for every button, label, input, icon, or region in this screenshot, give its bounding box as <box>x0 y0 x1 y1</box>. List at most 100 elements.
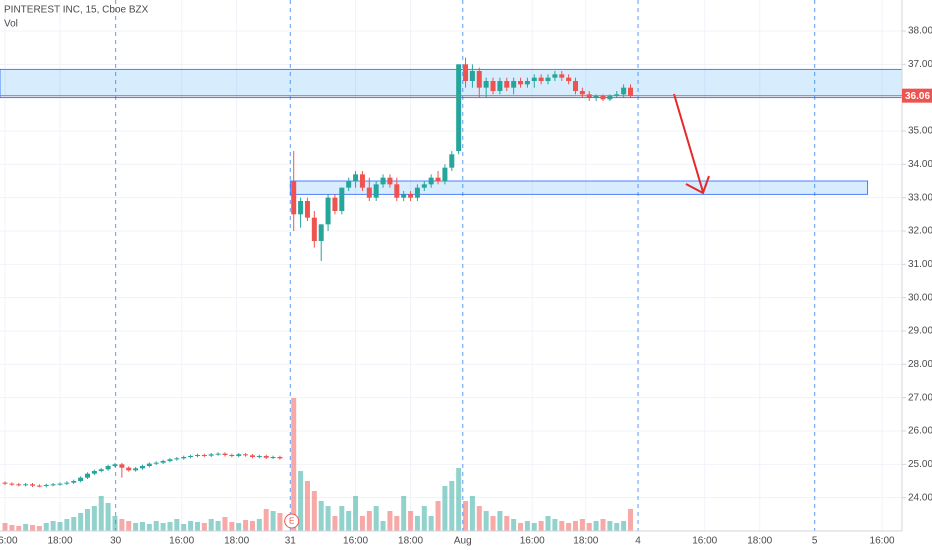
volume-bar <box>325 506 331 531</box>
candle-body <box>621 87 627 95</box>
candle-body <box>359 174 365 188</box>
candle-body <box>36 485 42 487</box>
volume-bar <box>36 526 42 531</box>
volume-bar <box>112 516 118 531</box>
candle-body <box>64 482 70 484</box>
earnings-marker <box>284 513 300 529</box>
volume-bar <box>476 506 482 531</box>
volume-bar <box>263 509 269 531</box>
candle-body <box>30 484 36 486</box>
y-tick-label: 37.00 <box>908 59 932 70</box>
candle-body <box>311 217 317 241</box>
candle-body <box>126 467 132 471</box>
volume-bar <box>428 516 434 531</box>
x-tick-label: 5 <box>812 536 818 547</box>
volume-bar <box>249 521 255 531</box>
candle-body <box>552 74 558 78</box>
volume-bar <box>181 524 187 531</box>
volume-bar <box>78 513 84 531</box>
candle-body <box>9 483 15 485</box>
candle-body <box>469 71 475 81</box>
y-tick-label: 31.00 <box>908 259 932 270</box>
volume-bar <box>621 521 627 531</box>
volume-bar <box>84 509 90 531</box>
candle-body <box>98 469 104 471</box>
volume-bar <box>229 522 235 531</box>
candle-body <box>504 81 510 88</box>
volume-bar <box>614 523 620 531</box>
volume-bar <box>359 516 365 531</box>
y-tick-label: 38.00 <box>908 26 932 37</box>
volume-bar <box>43 523 49 531</box>
chart-title: PINTEREST INC, 15, Cboe BZX <box>4 5 149 16</box>
volume-bar <box>607 521 613 531</box>
y-tick-label: 30.00 <box>908 292 932 303</box>
volume-bar <box>160 523 166 531</box>
volume-bar <box>401 496 407 531</box>
candle-body <box>119 464 125 468</box>
x-tick-label: 31 <box>285 536 297 547</box>
y-tick-label: 32.00 <box>908 226 932 237</box>
candle-body <box>201 455 207 456</box>
candle-body <box>243 454 249 456</box>
volume-bar <box>146 524 152 531</box>
x-tick-label: 18:00 <box>398 536 423 547</box>
volume-bar <box>524 521 530 531</box>
candle-body <box>346 181 352 188</box>
volume-bars <box>2 398 633 531</box>
volume-bar <box>579 519 585 531</box>
volume-bar <box>538 521 544 531</box>
volume-bar <box>291 398 297 531</box>
volume-bar <box>277 513 283 531</box>
volume-bar <box>98 496 104 531</box>
candle-body <box>538 77 544 81</box>
volume-bar <box>449 481 455 531</box>
candle-body <box>105 466 111 470</box>
candle-body <box>511 81 517 88</box>
volume-bar <box>9 525 15 531</box>
x-tick-label: 18:00 <box>573 536 598 547</box>
volume-bar <box>16 526 22 531</box>
candle-body <box>387 177 393 185</box>
volume-bar <box>456 468 462 531</box>
candle-body <box>50 484 56 486</box>
volume-bar <box>566 523 572 531</box>
volume-bar <box>490 516 496 531</box>
volume-bar <box>332 516 338 531</box>
candle-body <box>607 96 613 100</box>
volume-bar <box>57 522 63 531</box>
volume-bar <box>304 481 310 531</box>
candle-body <box>545 77 551 81</box>
candle-body <box>579 91 585 95</box>
volume-label: Vol <box>4 19 18 30</box>
y-tick-label: 28.00 <box>908 359 932 370</box>
volume-bar <box>469 496 475 531</box>
volume-bar <box>531 523 537 531</box>
candle-body <box>133 468 139 471</box>
candle-body <box>215 453 221 455</box>
y-tick-label: 25.00 <box>908 459 932 470</box>
candle-body <box>256 456 262 457</box>
y-tick-label: 27.00 <box>908 392 932 403</box>
volume-bar <box>256 519 262 531</box>
volume-bar <box>504 516 510 531</box>
x-tick-label: 16:00 <box>520 536 545 547</box>
volume-bar <box>373 506 379 531</box>
volume-bar <box>30 525 36 531</box>
arrow <box>673 93 710 195</box>
volume-bar <box>298 471 304 531</box>
volume-bar <box>387 511 393 531</box>
candle-body <box>421 184 427 188</box>
candle-body <box>91 471 97 474</box>
volume-bar <box>208 519 214 531</box>
volume-bar <box>511 519 517 531</box>
volume-bar <box>311 491 317 531</box>
candle-body <box>566 77 572 81</box>
volume-bar <box>105 503 111 531</box>
volume-bar <box>353 496 359 531</box>
candle-body <box>497 81 503 91</box>
volume-bar <box>518 523 524 531</box>
volume-bar <box>270 511 276 531</box>
candle-body <box>600 96 606 100</box>
